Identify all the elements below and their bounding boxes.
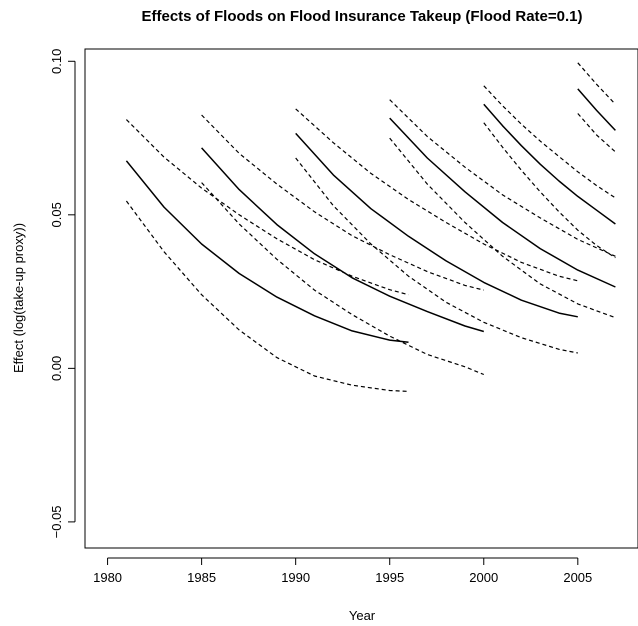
- y-tick-label-0: −0.05: [49, 505, 64, 538]
- flood-2005-estimate-line-15: [577, 88, 616, 131]
- flood-1981-confidence-band-line-2: [125, 200, 409, 392]
- flood-1995-estimate-line-9: [389, 117, 616, 288]
- x-tick-label-2005: 2005: [563, 570, 592, 585]
- x-tick-label-1985: 1985: [187, 570, 216, 585]
- flood-1995-confidence-band-line-10: [389, 99, 616, 257]
- plot-frame: [84, 48, 638, 549]
- flood-2000-estimate-line-12: [483, 103, 616, 225]
- flood-1990-confidence-band-line-8: [295, 157, 578, 354]
- x-axis: 1980 1985 1990 1995 2000 2005: [93, 557, 592, 585]
- y-tick-label-1: 0.00: [49, 356, 64, 381]
- x-axis-label: Year: [349, 608, 376, 623]
- flood-2005-confidence-band-line-16: [577, 62, 616, 105]
- flood-2000-confidence-band-line-14: [483, 122, 616, 259]
- chart-title: Effects of Floods on Flood Insurance Tak…: [141, 8, 582, 25]
- flood-1995-confidence-band-line-11: [389, 137, 616, 319]
- flood-2005-confidence-band-line-17: [577, 113, 616, 153]
- x-tick-label-1990: 1990: [281, 570, 310, 585]
- y-axis: −0.05 0.00 0.05 0.10: [49, 49, 76, 538]
- x-tick-label-1995: 1995: [375, 570, 404, 585]
- flood-1985-estimate-line-3: [201, 147, 485, 333]
- flood-1981-estimate-line-0: [125, 160, 409, 344]
- series-layer: [125, 62, 616, 392]
- flood-1985-confidence-band-line-5: [201, 182, 485, 376]
- flood-1985-confidence-band-line-4: [201, 114, 484, 291]
- flood-1981-confidence-band-line-1: [125, 119, 409, 296]
- y-tick-label-2: 0.05: [49, 202, 64, 227]
- y-tick-label-3: 0.10: [49, 49, 64, 74]
- flood-1990-estimate-line-6: [295, 132, 578, 318]
- flood-1990-confidence-band-line-7: [295, 108, 578, 282]
- flood-2000-confidence-band-line-13: [483, 85, 616, 199]
- x-tick-label-1980: 1980: [93, 570, 122, 585]
- y-axis-label: Effect (log(take-up proxy)): [11, 223, 26, 373]
- x-tick-label-2000: 2000: [469, 570, 498, 585]
